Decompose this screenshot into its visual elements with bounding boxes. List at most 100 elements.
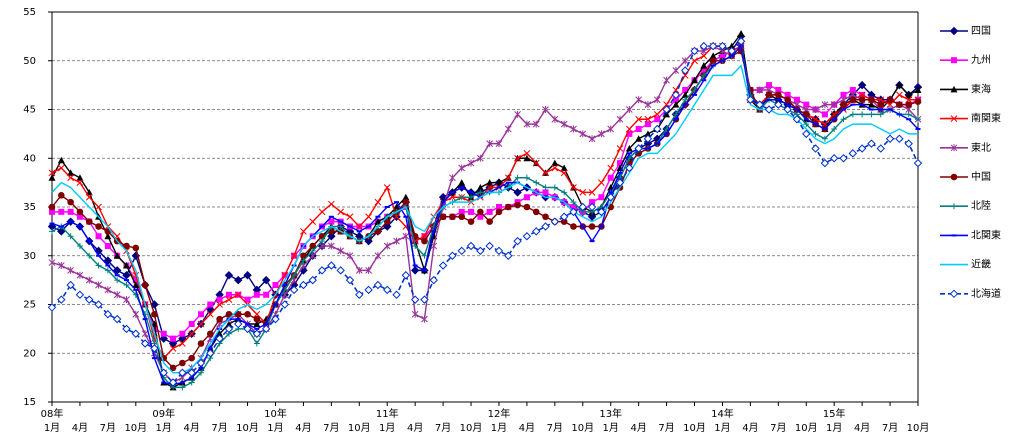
x-tick-label: 7月 bbox=[882, 422, 898, 434]
series-marker bbox=[597, 207, 606, 217]
series-marker bbox=[188, 379, 195, 386]
series-marker bbox=[123, 242, 130, 250]
series-marker bbox=[76, 179, 84, 186]
series-marker bbox=[57, 262, 65, 269]
series-marker bbox=[140, 339, 150, 348]
series-marker bbox=[244, 310, 251, 318]
series-marker bbox=[626, 130, 633, 137]
series-marker bbox=[234, 291, 242, 299]
series-marker bbox=[578, 202, 587, 212]
series-marker bbox=[792, 115, 802, 124]
series-marker bbox=[318, 208, 326, 216]
series-marker bbox=[252, 329, 262, 338]
series-marker bbox=[617, 160, 624, 167]
y-tick-label: 35 bbox=[23, 202, 36, 213]
series-marker bbox=[449, 213, 456, 221]
x-tick-label: 7月 bbox=[658, 422, 674, 434]
series-marker bbox=[402, 193, 410, 201]
series-marker bbox=[840, 116, 847, 123]
series-marker bbox=[355, 266, 363, 274]
series-marker bbox=[421, 237, 428, 245]
series-marker bbox=[75, 290, 85, 299]
series-marker bbox=[57, 227, 66, 236]
series-marker bbox=[67, 198, 74, 206]
series-marker bbox=[438, 261, 448, 270]
series-marker bbox=[905, 96, 913, 104]
series-marker bbox=[95, 203, 102, 211]
series-marker bbox=[859, 111, 866, 118]
series-marker bbox=[168, 378, 178, 387]
series-marker bbox=[179, 330, 186, 337]
series-marker bbox=[197, 311, 204, 318]
series-marker bbox=[477, 189, 484, 196]
series-marker bbox=[635, 126, 642, 132]
x-tick-label: 7月 bbox=[547, 422, 563, 434]
x-tick-label: 7月 bbox=[770, 422, 786, 434]
x-tick-label: 1月 bbox=[379, 422, 395, 434]
series-marker bbox=[289, 285, 299, 295]
series-marker bbox=[598, 179, 605, 186]
x-tick-label: 4月 bbox=[183, 422, 199, 434]
series-marker bbox=[719, 52, 726, 59]
series-marker bbox=[47, 303, 57, 312]
series-marker bbox=[103, 310, 113, 319]
series-marker bbox=[532, 227, 541, 236]
x-tick-label: 10月 bbox=[348, 422, 371, 434]
series-marker bbox=[551, 159, 559, 167]
series-marker bbox=[421, 315, 428, 323]
series-marker bbox=[132, 310, 140, 318]
series-marker bbox=[327, 261, 336, 270]
x-tick-label: 10月 bbox=[236, 422, 259, 434]
series-marker bbox=[476, 184, 484, 191]
series-marker bbox=[57, 156, 65, 164]
y-tick-label: 15 bbox=[23, 397, 36, 408]
series-marker bbox=[635, 115, 642, 123]
series-marker bbox=[821, 135, 828, 142]
series-marker bbox=[848, 149, 858, 158]
series-marker bbox=[253, 320, 261, 327]
x-tick-label: 10月 bbox=[460, 422, 483, 434]
x-tick-label: 7月 bbox=[323, 422, 339, 434]
series-marker bbox=[849, 87, 856, 93]
series-marker bbox=[523, 154, 531, 162]
series-marker bbox=[774, 100, 783, 109]
series-marker bbox=[514, 174, 521, 181]
series-marker bbox=[253, 315, 261, 323]
series-marker bbox=[914, 98, 922, 105]
series-marker bbox=[504, 174, 512, 182]
series-marker bbox=[849, 96, 857, 104]
series-marker bbox=[253, 291, 260, 298]
series-marker bbox=[468, 194, 475, 201]
series-marker bbox=[383, 184, 391, 191]
series-marker bbox=[429, 275, 438, 285]
series-marker bbox=[755, 100, 764, 109]
series-marker bbox=[327, 232, 336, 241]
series-marker bbox=[764, 105, 774, 114]
series-marker bbox=[458, 213, 466, 221]
series-marker bbox=[625, 163, 634, 173]
legend-label: 北陸 bbox=[971, 199, 991, 212]
legend-label: 北関東 bbox=[971, 228, 1001, 241]
series-marker bbox=[662, 105, 671, 114]
series-marker bbox=[542, 189, 549, 196]
series-marker bbox=[468, 208, 475, 215]
x-tick-label: 10月 bbox=[124, 422, 147, 434]
series-marker bbox=[207, 330, 214, 338]
series-marker bbox=[67, 266, 74, 274]
series-marker bbox=[383, 242, 391, 250]
series-marker bbox=[886, 96, 894, 104]
series-marker bbox=[392, 290, 401, 299]
x-tick-label: 1月 bbox=[156, 422, 172, 434]
x-tick-label: 4月 bbox=[519, 422, 535, 434]
series-marker bbox=[188, 330, 196, 338]
series-marker bbox=[458, 179, 466, 186]
series-marker bbox=[234, 275, 243, 285]
series-marker bbox=[513, 188, 522, 197]
legend-label: 東北 bbox=[971, 141, 991, 154]
legend-label: 九州 bbox=[971, 54, 991, 66]
series-marker bbox=[131, 329, 141, 338]
x-tick-label: 7月 bbox=[435, 422, 451, 434]
series-marker bbox=[300, 228, 307, 235]
legend-label: 東海 bbox=[971, 82, 991, 95]
